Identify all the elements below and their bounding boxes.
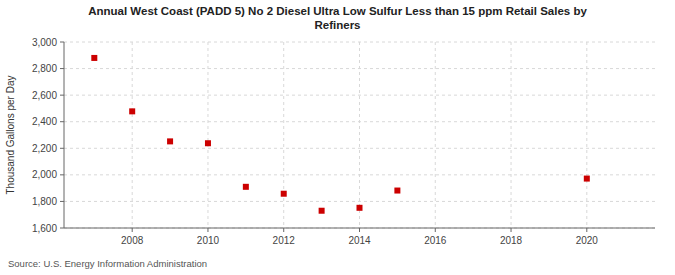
grid-line-y xyxy=(64,95,655,96)
axes: 1,600 1,800 2,000 2,200 2,400 2,600 2,800 3,000… xyxy=(32,37,655,247)
grid-line-x xyxy=(359,42,360,228)
tick-y xyxy=(60,174,64,175)
grid-line-y xyxy=(64,201,655,202)
tick-label-y: 2,800 xyxy=(32,63,57,74)
point xyxy=(394,188,400,194)
points xyxy=(91,55,590,214)
tick-x xyxy=(132,228,133,232)
tick-x xyxy=(511,228,512,232)
tick-x xyxy=(435,228,436,232)
tick-label-y: 1,800 xyxy=(32,196,57,207)
grid-line-x xyxy=(132,42,133,228)
source: Source: U.S. Energy Information Administ… xyxy=(8,258,207,269)
grid-line-x xyxy=(283,42,284,228)
grid-line-y xyxy=(64,148,655,149)
tick-label-x: 2008 xyxy=(121,235,144,246)
grid xyxy=(64,42,655,228)
tick-x xyxy=(359,228,360,232)
tick-y xyxy=(60,42,64,43)
point xyxy=(243,184,249,190)
axis-label-y: Thousand Gallons per Day xyxy=(5,76,16,195)
point xyxy=(319,208,325,214)
grid-line-x xyxy=(435,42,436,228)
tick-label-x: 2014 xyxy=(348,235,371,246)
tick-label-x: 2010 xyxy=(197,235,220,246)
grid-line-x xyxy=(207,42,208,228)
tick-label-x: 2018 xyxy=(500,235,523,246)
chart: Annual West Coast (PADD 5) No 2 Diesel U… xyxy=(0,0,675,275)
title: Annual West Coast (PADD 5) No 2 Diesel U… xyxy=(88,5,587,31)
tick-label-y: 3,000 xyxy=(32,37,57,48)
tick-label-y: 2,200 xyxy=(32,143,57,154)
tick-label-x: 2016 xyxy=(424,235,447,246)
point xyxy=(167,138,173,144)
point xyxy=(584,176,590,182)
tick-y xyxy=(60,148,64,149)
point xyxy=(281,191,287,197)
tick-x xyxy=(586,228,587,232)
point xyxy=(205,140,211,146)
tick-label-y: 2,000 xyxy=(32,169,57,180)
tick-y xyxy=(60,68,64,69)
tick-y xyxy=(60,121,64,122)
grid-line-x xyxy=(511,42,512,228)
tick-label-x: 2012 xyxy=(273,235,296,246)
tick-x xyxy=(207,228,208,232)
point xyxy=(357,205,363,211)
tick-y xyxy=(60,201,64,202)
tick-label-y: 1,600 xyxy=(32,223,57,234)
grid-line-x xyxy=(586,42,587,228)
point xyxy=(91,55,97,61)
tick-x xyxy=(283,228,284,232)
grid-line-y xyxy=(64,228,655,229)
point xyxy=(129,108,135,114)
tick-label-x: 2020 xyxy=(576,235,599,246)
tick-y xyxy=(60,228,64,229)
axis-x xyxy=(64,228,655,229)
tick-label-y: 2,600 xyxy=(32,90,57,101)
tick-label-y: 2,400 xyxy=(32,116,57,127)
axis-y xyxy=(64,42,65,228)
tick-y xyxy=(60,95,64,96)
